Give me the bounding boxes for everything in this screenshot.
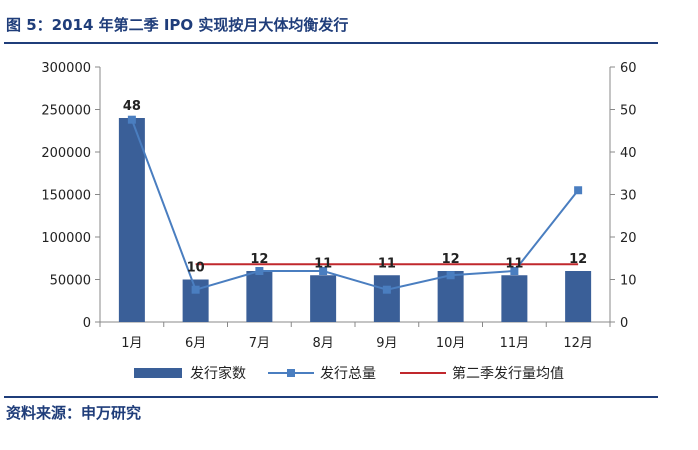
bar-data-label: 10	[187, 261, 205, 276]
x-tick-label: 10月	[436, 336, 466, 351]
footer-rule	[4, 396, 658, 398]
legend-swatch-marker	[287, 369, 295, 377]
total-point	[191, 285, 200, 294]
total-point	[574, 186, 583, 195]
y-left-tick-label: 50000	[50, 274, 91, 289]
y-right-tick-label: 0	[620, 316, 628, 331]
bar-data-label: 12	[250, 252, 268, 267]
bar	[565, 271, 592, 322]
bar	[246, 271, 273, 322]
legend-label: 第二季发行量均值	[452, 365, 564, 382]
y-left-tick-label: 0	[83, 316, 91, 331]
total-point	[446, 271, 455, 280]
y-left-tick-label: 300000	[41, 61, 91, 76]
chart-title: 图 5：2014 年第二季 IPO 实现按月大体均衡发行	[6, 16, 349, 34]
y-right-tick-label: 30	[620, 189, 637, 204]
x-tick-label: 1月	[121, 336, 142, 351]
y-left-tick-label: 250000	[41, 104, 91, 119]
total-point	[127, 115, 136, 124]
total-line	[127, 115, 583, 294]
x-tick-label: 8月	[312, 336, 333, 351]
bar	[373, 275, 400, 322]
x-tick-label: 12月	[563, 336, 593, 351]
bar-data-label: 11	[314, 256, 332, 271]
x-tick-label: 6月	[185, 336, 206, 351]
x-tick-label: 7月	[249, 336, 270, 351]
legend-label: 发行家数	[190, 365, 246, 382]
x-tick-label: 9月	[376, 336, 397, 351]
bar-data-label: 48	[123, 99, 141, 114]
bar-labels: 48 10 12 11 11 12 11 12	[123, 99, 587, 276]
y-left-tick-label: 100000	[41, 231, 91, 246]
bars	[118, 118, 592, 322]
bar	[118, 118, 145, 322]
total-series-line	[130, 119, 579, 291]
legend-swatch-bars	[134, 368, 182, 378]
total-point	[319, 267, 328, 275]
axes: 0 50000 100000 150000 200000 250000 300000 0 10 2…	[41, 61, 636, 351]
bar-data-label: 11	[378, 256, 396, 271]
bar	[310, 275, 337, 322]
source-note: 资料来源：申万研究	[6, 404, 142, 422]
legend-label: 发行总量	[320, 366, 376, 382]
title-rule	[4, 42, 658, 44]
y-right-tick-label: 10	[620, 274, 637, 289]
total-point	[510, 267, 519, 275]
bar	[437, 271, 464, 322]
y-left-tick-label: 150000	[41, 189, 91, 204]
bar-data-label: 12	[442, 252, 460, 267]
y-left-tick-label: 200000	[41, 146, 91, 161]
total-point	[255, 267, 264, 275]
legend: 发行家数 发行总量 第二季发行量均值	[134, 365, 564, 382]
total-point	[382, 285, 391, 294]
bar	[501, 275, 528, 322]
bar-data-label: 11	[505, 256, 523, 271]
chart: 0 50000 100000 150000 200000 250000 300000 0 10 2…	[41, 61, 636, 382]
bar-data-label: 12	[569, 252, 587, 267]
y-right-tick-label: 40	[620, 146, 637, 161]
y-right-tick-label: 60	[620, 61, 637, 76]
y-right-tick-label: 50	[620, 104, 637, 119]
x-tick-label: 11月	[500, 336, 530, 351]
y-right-tick-label: 20	[620, 231, 637, 246]
